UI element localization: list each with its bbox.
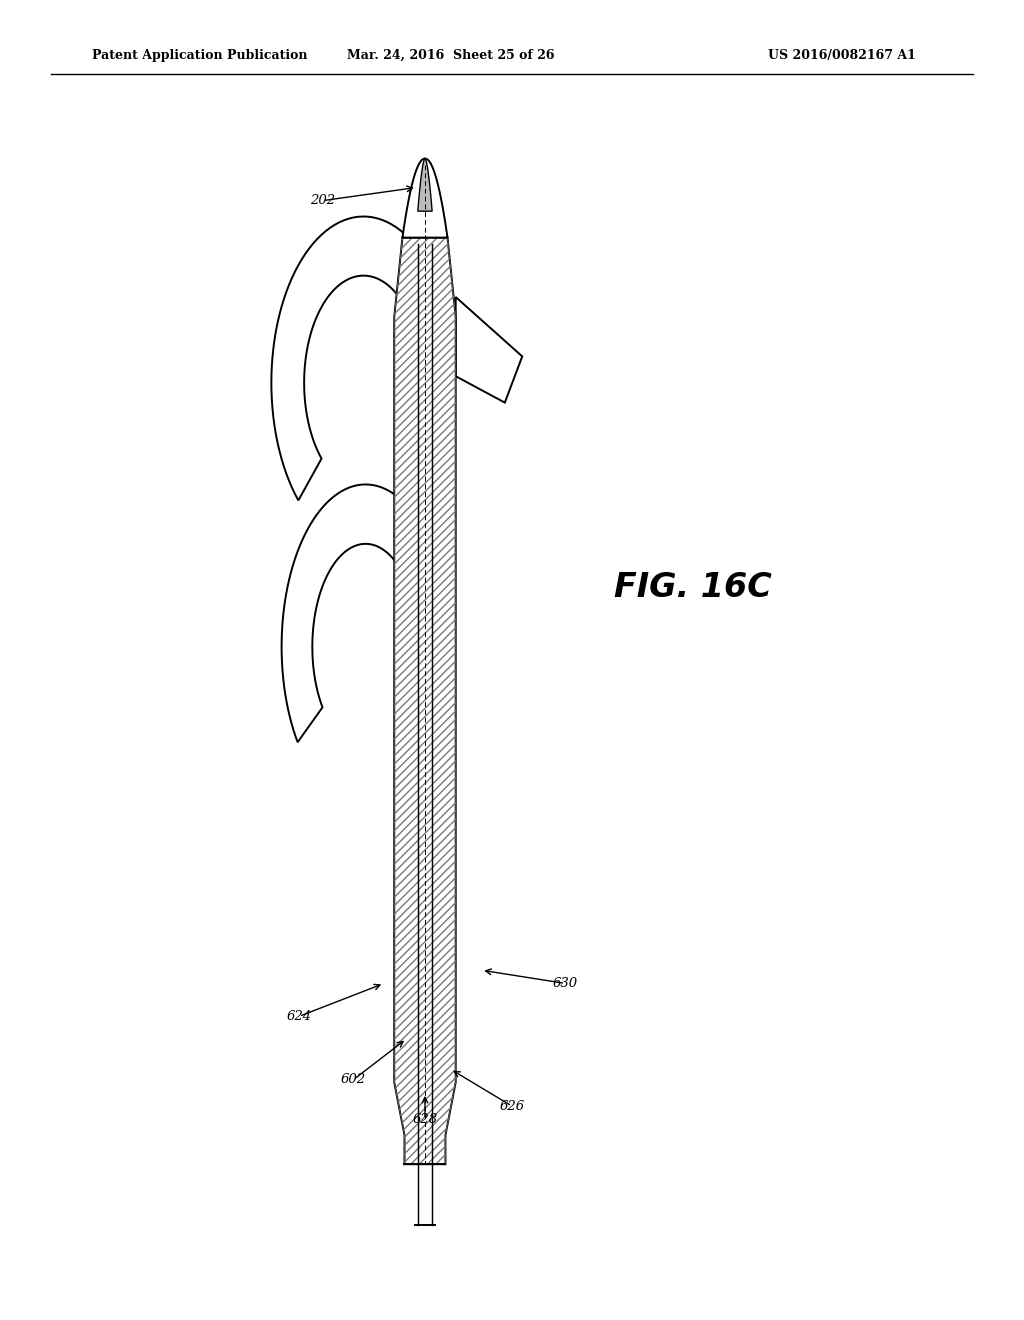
Text: 602: 602 [341,1073,366,1086]
Polygon shape [282,484,440,742]
Text: 624: 624 [287,1010,311,1023]
Text: FIG. 16C: FIG. 16C [614,570,772,605]
Text: US 2016/0082167 A1: US 2016/0082167 A1 [768,49,915,62]
Text: Patent Application Publication: Patent Application Publication [92,49,307,62]
Text: 628: 628 [413,1113,437,1126]
Polygon shape [418,158,432,211]
Polygon shape [402,158,447,238]
Text: 626: 626 [500,1100,524,1113]
Text: 202: 202 [310,194,335,207]
Text: 630: 630 [553,977,578,990]
Polygon shape [271,216,452,500]
Polygon shape [394,238,456,1164]
Text: Mar. 24, 2016  Sheet 25 of 26: Mar. 24, 2016 Sheet 25 of 26 [347,49,554,62]
Polygon shape [456,297,522,403]
